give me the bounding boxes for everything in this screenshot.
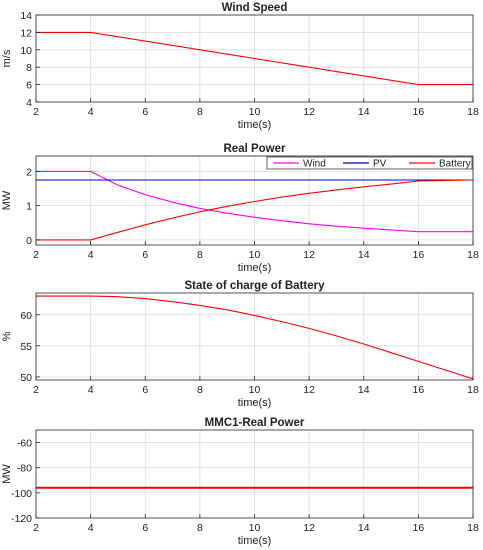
x-axis-label: time(s)	[238, 535, 272, 547]
chart-title: State of charge of Battery	[185, 280, 326, 292]
y-tick-label: -100	[11, 488, 32, 500]
x-tick-label: 12	[303, 249, 315, 261]
x-tick-label: 4	[88, 106, 94, 118]
y-tick-label: 8	[26, 62, 32, 74]
x-tick-label: 14	[358, 384, 370, 396]
y-axis-label: %	[1, 331, 13, 341]
x-tick-label: 4	[88, 522, 94, 534]
y-tick-label: 60	[20, 310, 32, 322]
legend-label-wind: Wind	[303, 159, 326, 170]
y-tick-label: 10	[20, 45, 32, 57]
x-tick-label: 16	[413, 522, 425, 534]
y-tick-label: -120	[11, 513, 32, 525]
x-tick-label: 4	[88, 384, 94, 396]
x-tick-label: 8	[197, 522, 203, 534]
x-tick-label: 14	[358, 522, 370, 534]
y-tick-label: 0	[26, 235, 32, 247]
legend-label-battery: Battery	[439, 159, 471, 170]
chart-title: Wind Speed	[222, 2, 288, 14]
y-tick-label: 12	[20, 27, 32, 39]
series-line-battery	[36, 179, 473, 241]
x-tick-label: 14	[358, 249, 370, 261]
x-tick-label: 8	[197, 384, 203, 396]
y-tick-label: 50	[20, 372, 32, 384]
x-tick-label: 10	[249, 384, 261, 396]
x-tick-label: 6	[142, 106, 148, 118]
x-tick-label: 8	[197, 249, 203, 261]
y-axis-label: m/s	[1, 49, 13, 67]
y-axis-label: MW	[1, 464, 13, 484]
x-tick-label: 8	[197, 106, 203, 118]
x-tick-label: 16	[413, 249, 425, 261]
x-tick-label: 10	[249, 249, 261, 261]
y-tick-label: 1	[26, 201, 32, 213]
x-axis-label: time(s)	[238, 119, 272, 131]
x-tick-label: 12	[303, 522, 315, 534]
x-tick-label: 18	[467, 384, 479, 396]
y-axis-label: MW	[1, 190, 13, 210]
x-tick-label: 6	[142, 522, 148, 534]
x-tick-label: 2	[33, 106, 39, 118]
y-tick-label: 6	[26, 80, 32, 92]
y-tick-label: 55	[20, 341, 32, 353]
x-tick-label: 2	[33, 384, 39, 396]
x-tick-label: 6	[142, 384, 148, 396]
y-tick-label: 14	[20, 10, 32, 22]
x-tick-label: 10	[249, 522, 261, 534]
x-tick-label: 2	[33, 522, 39, 534]
y-tick-label: -60	[17, 438, 32, 450]
x-tick-label: 12	[303, 106, 315, 118]
series-line-1	[36, 295, 473, 380]
x-tick-label: 16	[413, 106, 425, 118]
x-tick-label: 18	[467, 106, 479, 118]
series-line-1	[36, 31, 473, 86]
x-tick-label: 18	[467, 522, 479, 534]
chart-title: Real Power	[224, 143, 287, 155]
x-tick-label: 16	[413, 384, 425, 396]
y-tick-label: -80	[17, 463, 32, 475]
chart-title: MMC1-Real Power	[205, 417, 305, 429]
x-tick-label: 18	[467, 249, 479, 261]
legend	[266, 156, 473, 170]
panel-4: 2 4 6 8 10 12 14 16 18 -120 -100 -80 -60 MMC1-Real Po…	[1, 417, 479, 547]
x-tick-label: 6	[142, 249, 148, 261]
x-tick-label: 2	[33, 249, 39, 261]
x-tick-label: 14	[358, 106, 370, 118]
y-tick-label: 2	[26, 166, 32, 178]
legend-label-pv: PV	[373, 159, 387, 170]
x-axis-label: time(s)	[238, 397, 272, 409]
x-tick-label: 10	[249, 106, 261, 118]
x-tick-label: 4	[88, 249, 94, 261]
x-tick-label: 12	[303, 384, 315, 396]
panel-3: 2 4 6 8 10 12 14 16 18 50 55 60 State of charge of B…	[1, 280, 479, 409]
series-line-wind	[36, 170, 473, 233]
y-tick-label: 4	[26, 97, 32, 109]
x-axis-label: time(s)	[238, 262, 272, 274]
